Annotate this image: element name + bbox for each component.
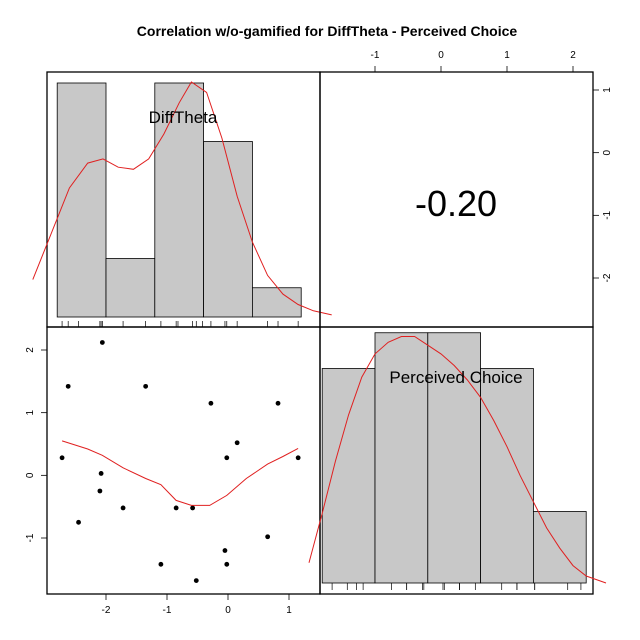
- y-tick-label: 2: [25, 347, 36, 353]
- top-tick-label: -1: [371, 50, 380, 61]
- x-tick-label: 0: [225, 605, 231, 616]
- scatter-point: [193, 578, 199, 584]
- x-tick-label: -2: [102, 605, 111, 616]
- scatter-point: [143, 383, 149, 389]
- scatter-point: [190, 505, 196, 511]
- histogram-bar: [374, 332, 429, 584]
- scatter-point: [265, 534, 271, 540]
- scatter-point: [234, 440, 240, 446]
- histogram-bar: [480, 368, 534, 584]
- scatter-point: [208, 400, 214, 406]
- panel-frame: [46, 326, 321, 595]
- scatter-point: [295, 455, 301, 461]
- panel-perceived-choice-histogram: Perceived Choice: [308, 326, 607, 595]
- right-tick-label: 1: [602, 87, 613, 93]
- right-tick-label: -2: [602, 273, 613, 282]
- y-tick-label: 0: [25, 472, 36, 478]
- top-tick-label: 0: [438, 50, 444, 61]
- histogram-bar: [154, 82, 205, 318]
- histogram-bar: [105, 258, 156, 318]
- x-tick-label: -1: [163, 605, 172, 616]
- density-curve-difftheta: [32, 81, 332, 316]
- scatter-point: [173, 505, 179, 511]
- histogram-bar: [321, 368, 376, 584]
- y-tick-label: -1: [25, 533, 36, 542]
- right-tick-label: 0: [602, 149, 613, 155]
- scatter-point: [158, 561, 164, 567]
- panel-correlation: -0.20: [319, 71, 594, 328]
- scatter-point: [222, 548, 228, 553]
- correlation-value: -0.20: [415, 183, 497, 224]
- scatter-point: [98, 471, 104, 476]
- scatter-point: [65, 383, 71, 389]
- scatter-point: [76, 519, 81, 525]
- scatter-point: [59, 455, 65, 461]
- scatter-point: [275, 400, 281, 406]
- scatter-point: [99, 340, 105, 345]
- top-tick-label: 1: [504, 50, 510, 61]
- scatter-point: [120, 505, 126, 511]
- density-curve-perceived-choice: [308, 336, 607, 584]
- x-tick-label: 1: [286, 605, 292, 616]
- loess-smooth-line: [61, 440, 299, 506]
- histogram-bar: [203, 141, 253, 318]
- histogram-bar: [56, 82, 107, 318]
- scatter-point: [224, 561, 230, 567]
- panel-diffTheta-histogram: DiffTheta: [32, 71, 332, 328]
- top-tick-label: 2: [570, 50, 576, 61]
- variable-label-perceived-choice: Perceived Choice: [389, 368, 522, 387]
- panel-scatter: [46, 326, 321, 595]
- scatter-point: [224, 455, 230, 461]
- right-tick-label: -1: [602, 210, 613, 219]
- panel-frame: [319, 326, 594, 595]
- histogram-bar: [251, 287, 302, 318]
- scatter-point: [97, 488, 103, 494]
- chart-title: Correlation w/o-gamified for DiffTheta -…: [137, 23, 518, 39]
- y-tick-label: 1: [25, 409, 36, 415]
- variable-label-difftheta: DiffTheta: [149, 108, 218, 127]
- histogram-bar: [427, 332, 481, 584]
- histogram-bar: [533, 511, 587, 584]
